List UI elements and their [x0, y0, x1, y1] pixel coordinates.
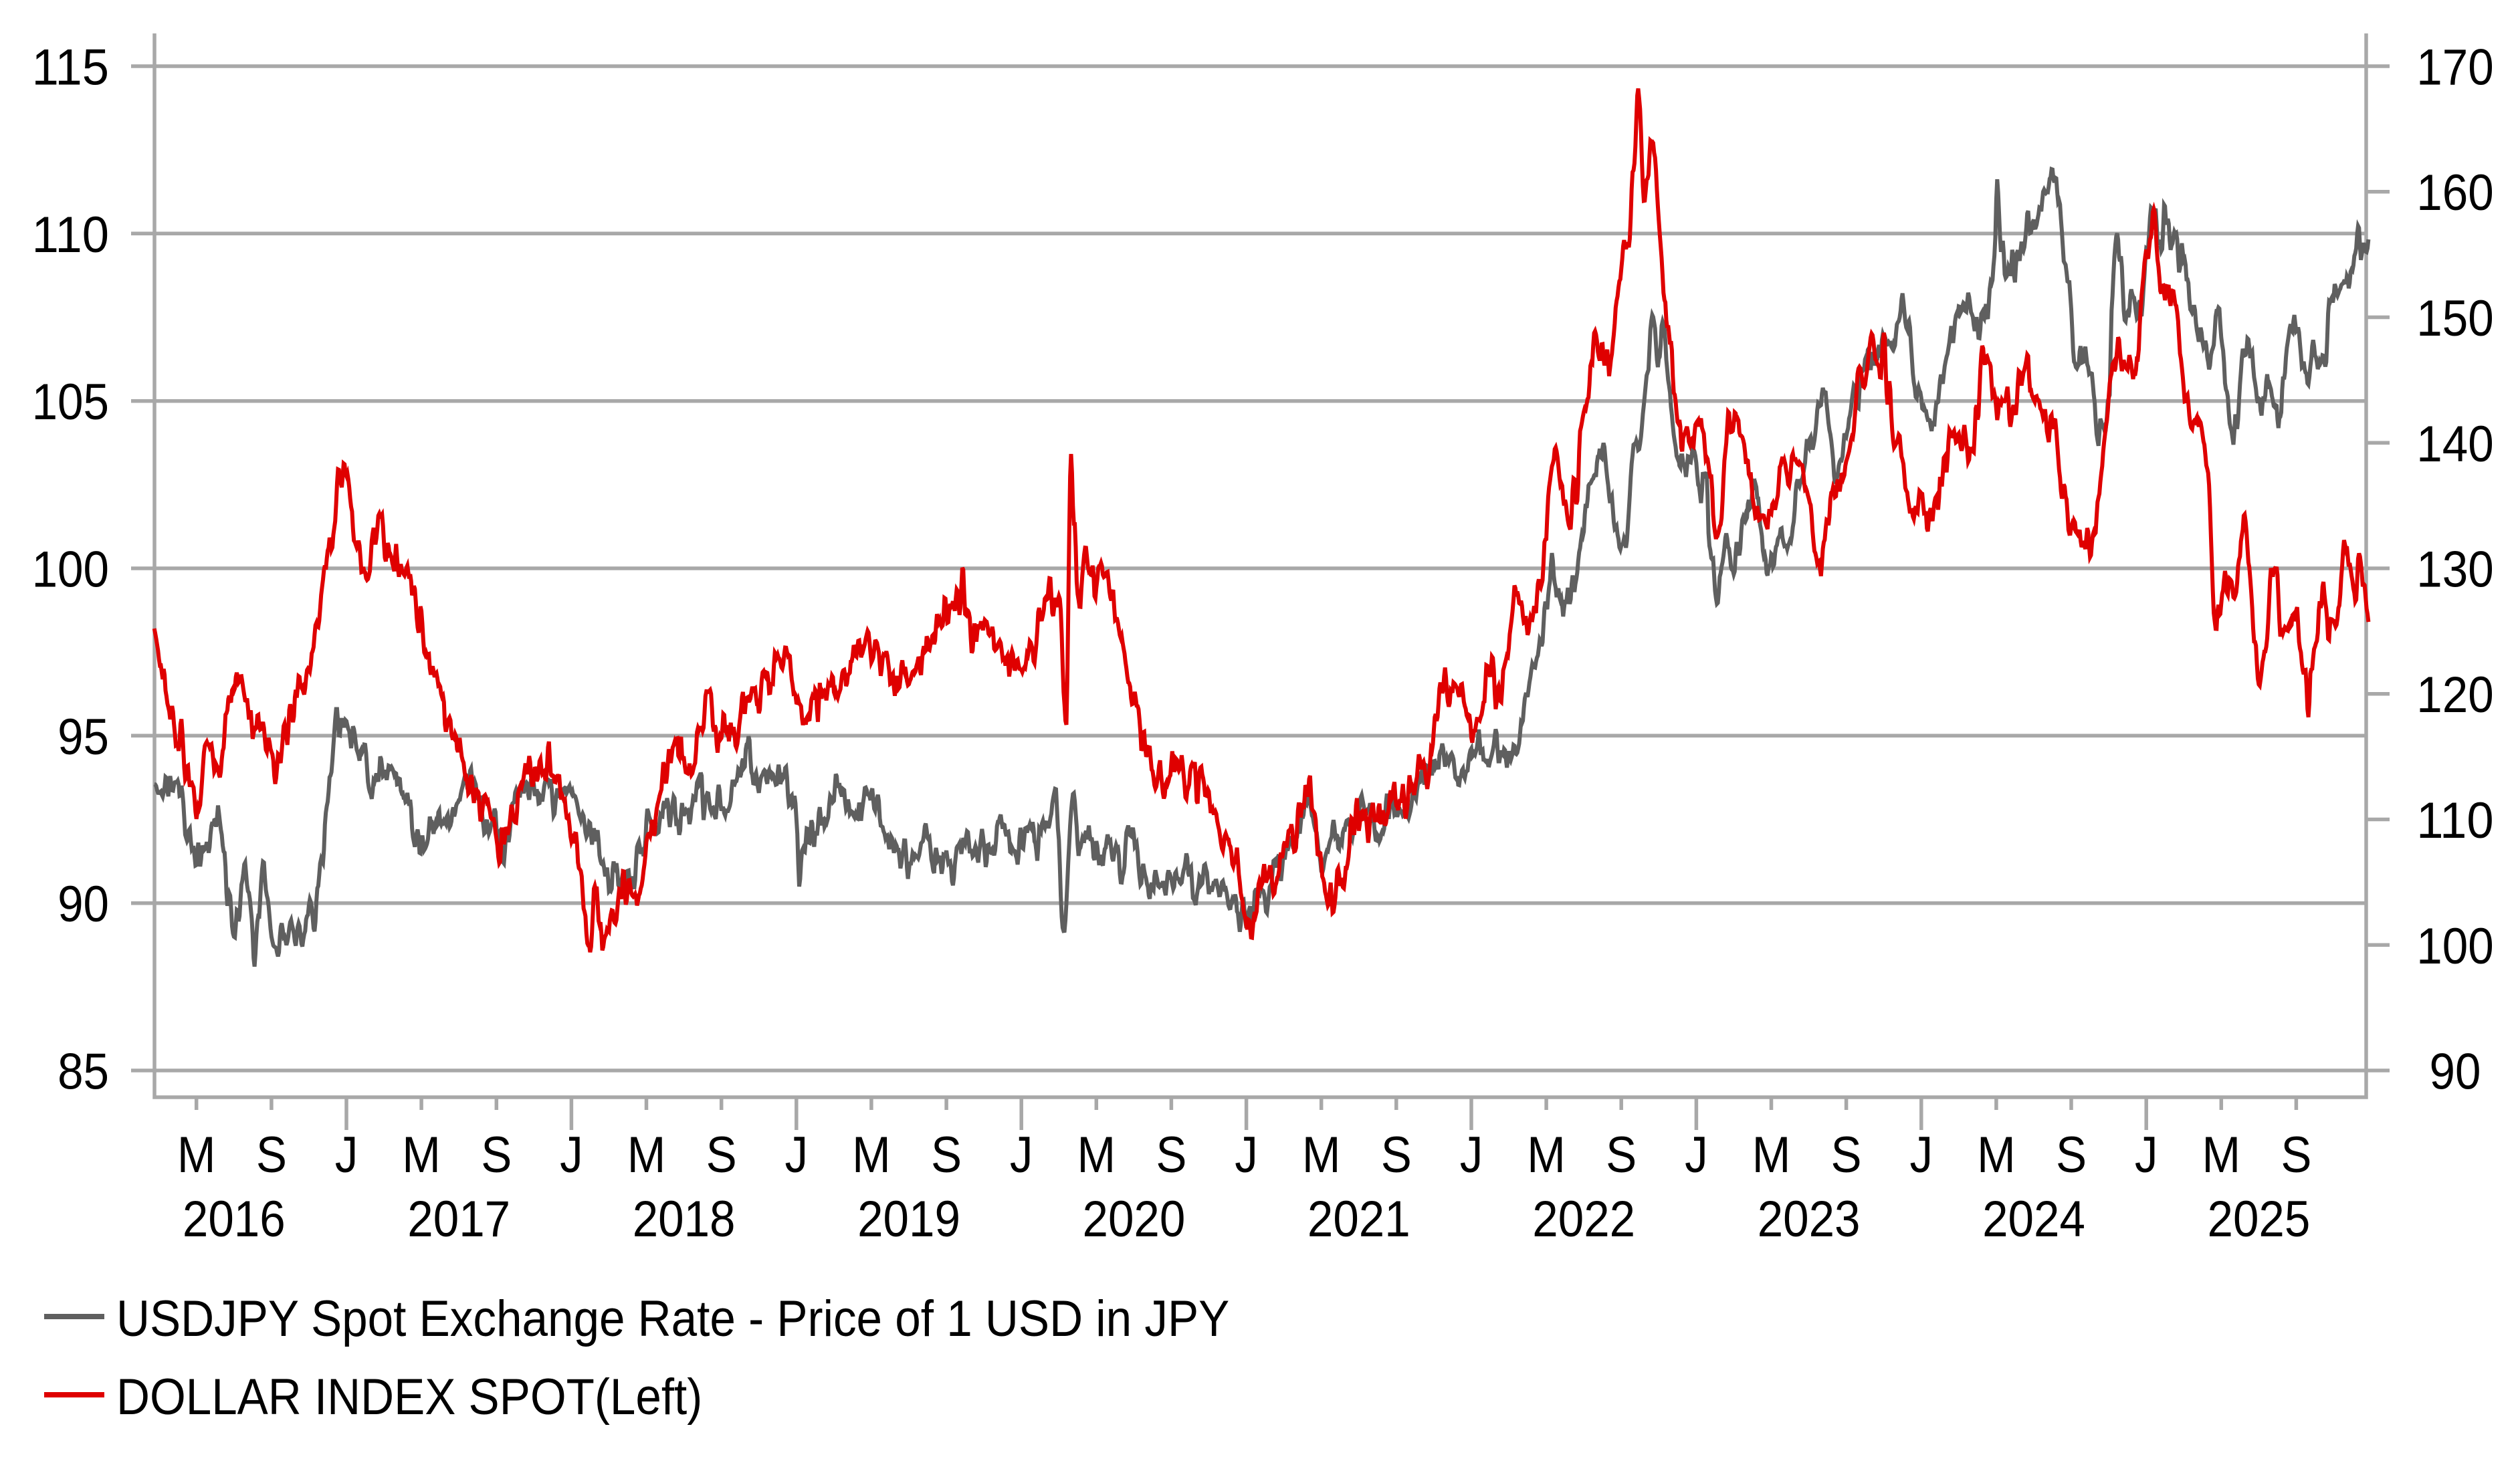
- svg-text:J: J: [785, 1127, 809, 1183]
- svg-text:2025: 2025: [2208, 1191, 2311, 1248]
- svg-text:USDJPY Spot Exchange Rate - Pr: USDJPY Spot Exchange Rate - Price of 1 U…: [116, 1290, 1229, 1347]
- svg-text:S: S: [1831, 1127, 1862, 1183]
- svg-text:J: J: [1460, 1127, 1483, 1183]
- svg-text:100: 100: [2416, 918, 2493, 975]
- svg-text:S: S: [1606, 1127, 1637, 1183]
- svg-text:J: J: [1010, 1127, 1033, 1183]
- svg-text:2019: 2019: [857, 1191, 960, 1248]
- svg-text:S: S: [706, 1127, 737, 1183]
- svg-text:2021: 2021: [1307, 1191, 1410, 1248]
- svg-text:J: J: [2135, 1127, 2158, 1183]
- svg-text:S: S: [256, 1127, 287, 1183]
- svg-text:S: S: [2056, 1127, 2087, 1183]
- svg-text:2016: 2016: [183, 1191, 286, 1248]
- svg-text:2024: 2024: [1982, 1191, 2085, 1248]
- svg-text:140: 140: [2416, 416, 2493, 473]
- svg-text:100: 100: [32, 542, 109, 598]
- svg-text:115: 115: [32, 39, 109, 96]
- svg-text:170: 170: [2416, 39, 2493, 96]
- svg-text:M: M: [1302, 1127, 1341, 1183]
- svg-text:120: 120: [2416, 667, 2493, 723]
- svg-text:S: S: [481, 1127, 512, 1183]
- svg-text:2022: 2022: [1532, 1191, 1635, 1248]
- svg-text:J: J: [1685, 1127, 1708, 1183]
- svg-text:S: S: [2281, 1127, 2311, 1183]
- svg-text:M: M: [627, 1127, 666, 1183]
- svg-text:M: M: [852, 1127, 891, 1183]
- svg-text:2018: 2018: [633, 1191, 736, 1248]
- svg-text:DOLLAR INDEX SPOT(Left): DOLLAR INDEX SPOT(Left): [116, 1369, 702, 1426]
- svg-text:150: 150: [2416, 290, 2493, 347]
- svg-text:M: M: [177, 1127, 216, 1183]
- svg-text:M: M: [1527, 1127, 1566, 1183]
- svg-text:130: 130: [2416, 542, 2493, 598]
- svg-text:S: S: [931, 1127, 962, 1183]
- svg-text:110: 110: [32, 207, 109, 263]
- svg-text:85: 85: [58, 1044, 109, 1101]
- svg-text:105: 105: [32, 374, 109, 431]
- svg-text:90: 90: [2430, 1044, 2481, 1101]
- svg-text:J: J: [1235, 1127, 1258, 1183]
- svg-text:2020: 2020: [1083, 1191, 1186, 1248]
- svg-text:M: M: [2202, 1127, 2241, 1183]
- svg-text:J: J: [560, 1127, 583, 1183]
- svg-text:160: 160: [2416, 164, 2493, 221]
- svg-text:110: 110: [2416, 792, 2493, 849]
- svg-text:95: 95: [58, 709, 109, 766]
- svg-text:M: M: [1752, 1127, 1791, 1183]
- svg-text:S: S: [1381, 1127, 1412, 1183]
- svg-text:M: M: [1077, 1127, 1116, 1183]
- svg-text:M: M: [402, 1127, 441, 1183]
- svg-text:M: M: [1977, 1127, 2016, 1183]
- svg-text:J: J: [1910, 1127, 1933, 1183]
- svg-text:J: J: [335, 1127, 358, 1183]
- svg-text:90: 90: [58, 876, 109, 933]
- svg-text:2023: 2023: [1758, 1191, 1861, 1248]
- svg-text:S: S: [1156, 1127, 1186, 1183]
- svg-text:2017: 2017: [407, 1191, 510, 1248]
